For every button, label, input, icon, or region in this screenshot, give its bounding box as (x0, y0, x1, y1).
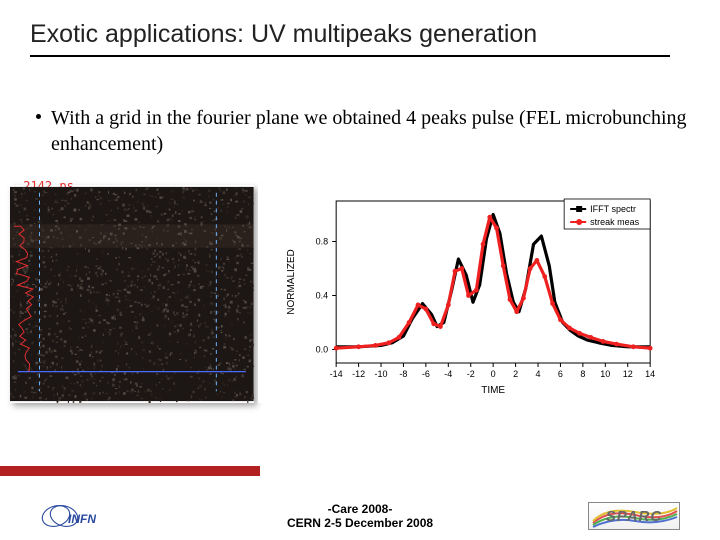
footer-line2: CERN 2-5 December 2008 (287, 516, 433, 530)
bullet-item: With a grid in the fourier plane we obta… (36, 105, 690, 157)
svg-text:-8: -8 (399, 369, 407, 379)
title-underline (30, 55, 670, 57)
svg-text:0.4: 0.4 (315, 291, 328, 301)
svg-text:0.0: 0.0 (315, 345, 328, 355)
svg-text:4: 4 (535, 369, 540, 379)
figure-row: .2142 ps + -14 -12 -10 -8 -6 -4 -2 0 2 4 6 8 10 12 14 0… (10, 185, 690, 403)
streak-image (10, 185, 254, 403)
sparc-logo-text: SPARC (606, 508, 662, 525)
chart-panel: -14 -12 -10 -8 -6 -4 -2 0 2 4 6 8 10 12 14 0.0 0.4 0.8 TIM… (258, 185, 690, 403)
svg-text:14: 14 (645, 369, 655, 379)
accent-bar (0, 466, 260, 476)
svg-text:TIME: TIME (481, 385, 505, 396)
svg-text:8: 8 (580, 369, 585, 379)
svg-text:streak meas: streak meas (590, 217, 640, 227)
svg-text:IFFT spectr: IFFT spectr (590, 204, 636, 214)
svg-text:-14: -14 (329, 369, 342, 379)
svg-text:-10: -10 (374, 369, 387, 379)
footer-text: -Care 2008- CERN 2-5 December 2008 (287, 502, 433, 531)
bullet-marker (36, 114, 41, 119)
svg-text:10: 10 (600, 369, 610, 379)
svg-text:2: 2 (513, 369, 518, 379)
slide-title: Exotic applications: UV multipeaks gener… (30, 20, 690, 49)
infn-logo-text: INFN (68, 512, 96, 526)
svg-text:-12: -12 (352, 369, 365, 379)
bullet-text: With a grid in the fourier plane we obta… (51, 105, 690, 157)
svg-text:0: 0 (490, 369, 495, 379)
svg-text:-6: -6 (422, 369, 430, 379)
sparc-logo: SPARC (588, 502, 680, 530)
svg-text:12: 12 (622, 369, 632, 379)
footer: INFN -Care 2008- CERN 2-5 December 2008 … (0, 498, 720, 534)
svg-text:6: 6 (558, 369, 563, 379)
svg-text:0.8: 0.8 (315, 237, 328, 247)
svg-text:-2: -2 (466, 369, 474, 379)
svg-text:-4: -4 (444, 369, 452, 379)
svg-text:NORMALIZED: NORMALIZED (286, 249, 297, 315)
infn-logo: INFN (40, 498, 96, 534)
streak-image-panel: .2142 ps + (10, 185, 254, 403)
multipeak-chart: -14 -12 -10 -8 -6 -4 -2 0 2 4 6 8 10 12 14 0.0 0.4 0.8 TIM… (258, 185, 690, 403)
footer-line1: -Care 2008- (287, 502, 433, 516)
